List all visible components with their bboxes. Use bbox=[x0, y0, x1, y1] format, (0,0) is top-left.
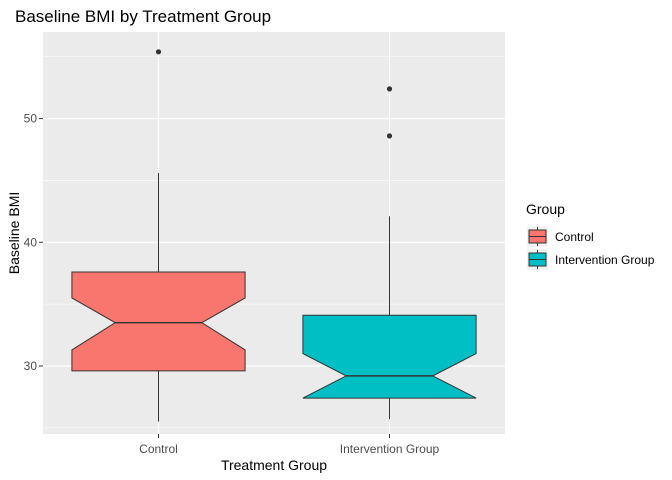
y-tick-label: 30 bbox=[24, 359, 38, 373]
y-tick-label: 40 bbox=[24, 235, 38, 249]
outlier-point bbox=[386, 86, 393, 92]
outlier-point bbox=[386, 133, 393, 139]
legend-label: Intervention Group bbox=[555, 253, 655, 267]
y-axis-ticks: 30 40 50 bbox=[24, 112, 43, 373]
outlier-point bbox=[155, 49, 162, 55]
legend: Group Control Intervention Group bbox=[526, 201, 655, 270]
box-group bbox=[71, 49, 477, 422]
x-axis-ticks: Control Intervention Group bbox=[139, 434, 440, 456]
x-tick-label: Control bbox=[139, 442, 178, 456]
legend-label: Control bbox=[555, 230, 594, 244]
legend-title: Group bbox=[526, 201, 565, 217]
box-control bbox=[71, 271, 246, 372]
y-tick-label: 50 bbox=[24, 112, 38, 126]
box-intervention-group bbox=[302, 314, 477, 399]
chart-title: Baseline BMI by Treatment Group bbox=[15, 7, 271, 26]
x-tick-label: Intervention Group bbox=[340, 442, 440, 456]
y-axis-title: Baseline BMI bbox=[6, 192, 22, 274]
x-axis-title: Treatment Group bbox=[221, 457, 327, 473]
